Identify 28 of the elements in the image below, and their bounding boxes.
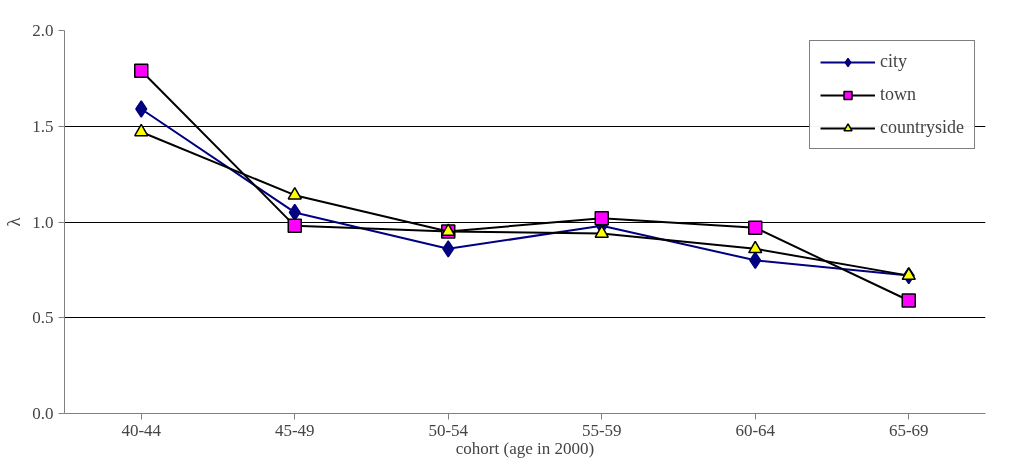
point	[442, 240, 455, 258]
x-tick-label: 50-54	[428, 420, 469, 440]
x-tick-label: 60-64	[735, 420, 776, 440]
legend-label: countryside	[880, 117, 964, 138]
y-tick-label: 2.0	[32, 21, 54, 40]
point	[594, 210, 609, 226]
point	[594, 225, 609, 238]
point	[134, 123, 149, 137]
x-axis-title: cohort (age in 2000)	[455, 438, 595, 458]
point	[748, 220, 763, 235]
y-tick-label: 0.5	[32, 308, 54, 328]
legend-label: city	[880, 51, 908, 72]
point	[901, 267, 916, 281]
point	[287, 186, 302, 200]
point	[135, 100, 148, 118]
y-tick-label: 1.5	[32, 116, 54, 136]
x-tick-label: 45-49	[274, 420, 315, 440]
y-tick-label: 1.0	[32, 212, 54, 232]
point	[901, 293, 916, 308]
x-tick-label: 65-69	[888, 420, 929, 440]
point	[134, 63, 149, 78]
y-axis-title: λ	[3, 216, 25, 227]
y-tick-label: 0.0	[32, 404, 54, 423]
x-tick-label: 55-59	[581, 420, 622, 440]
point	[287, 218, 302, 234]
legend-label: town	[880, 84, 917, 105]
x-tick-label: 40-44	[121, 420, 162, 440]
point	[748, 240, 763, 254]
